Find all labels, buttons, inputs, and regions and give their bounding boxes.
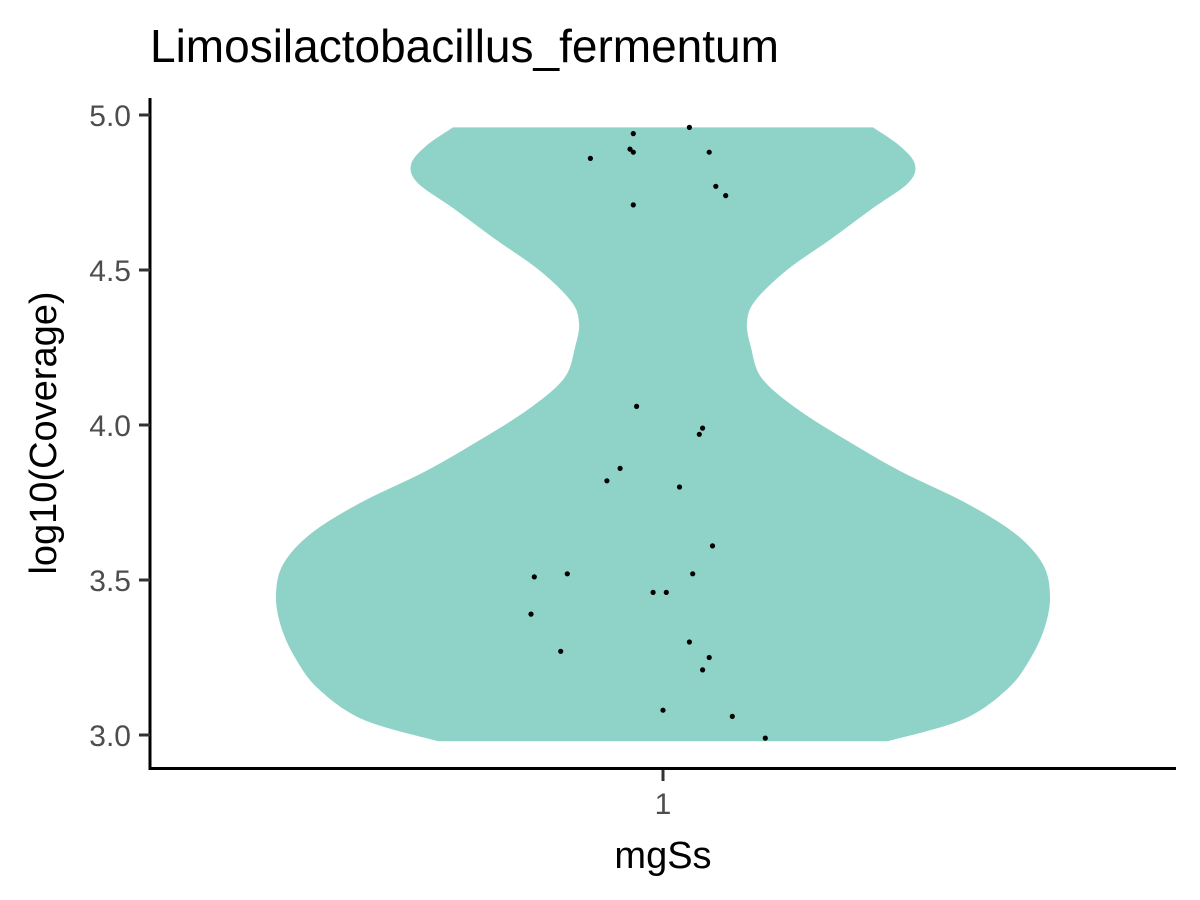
data-point — [700, 425, 706, 431]
data-point — [686, 639, 693, 645]
data-point — [676, 484, 683, 490]
data-point — [531, 574, 537, 580]
data-point — [686, 124, 693, 130]
data-point — [663, 589, 669, 596]
data-point — [729, 713, 735, 720]
violin-shape — [275, 127, 1051, 742]
x-axis-ticks: 1 — [655, 770, 672, 821]
data-point — [627, 146, 633, 152]
data-point — [630, 131, 636, 137]
chart-title: Limosilactobacillus_fermentum — [150, 20, 779, 72]
data-point — [564, 571, 570, 577]
y-tick-label: 3.5 — [89, 565, 131, 598]
data-point — [630, 149, 636, 155]
y-tick-label: 4.5 — [89, 255, 131, 288]
data-point — [706, 149, 712, 155]
y-tick-label: 3.0 — [89, 720, 131, 753]
data-point — [762, 735, 768, 741]
data-point — [723, 193, 729, 199]
data-point — [587, 155, 594, 161]
y-tick-label: 5.0 — [89, 100, 131, 133]
x-tick-label: 1 — [655, 788, 672, 821]
x-axis-title: mgSs — [614, 835, 711, 877]
data-point — [713, 183, 719, 189]
data-point — [709, 543, 716, 549]
data-points — [528, 124, 768, 741]
data-point — [617, 465, 623, 471]
data-point — [660, 707, 666, 713]
y-tick-label: 4.0 — [89, 410, 131, 443]
data-point — [700, 667, 706, 673]
data-point — [528, 611, 534, 617]
data-point — [706, 654, 712, 661]
data-point — [558, 648, 564, 654]
y-axis-ticks: 3.0 3.5 4.0 4.5 5.0 — [89, 100, 150, 753]
data-point — [690, 571, 696, 577]
y-axis-title: log10(Coverage) — [23, 291, 65, 574]
data-point — [696, 431, 702, 437]
data-point — [650, 589, 656, 596]
data-point — [630, 202, 636, 208]
data-point — [634, 403, 640, 409]
data-point — [604, 478, 610, 484]
